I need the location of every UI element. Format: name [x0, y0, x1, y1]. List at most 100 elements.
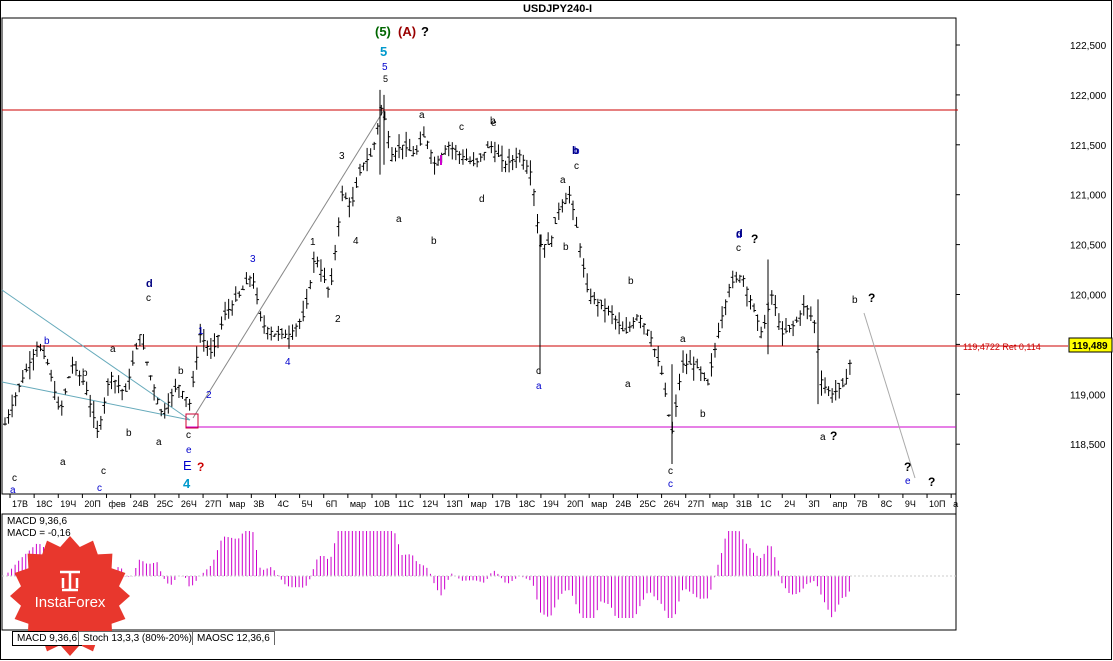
- time-label: 9Ч: [905, 499, 916, 509]
- price-label: 122,500: [1070, 41, 1107, 52]
- ohlc-bar: [468, 156, 473, 165]
- ohlc-bar: [233, 286, 238, 302]
- ohlc-bar: [347, 197, 352, 218]
- ohlc-bar: [773, 295, 778, 317]
- time-label: 13П: [446, 499, 462, 509]
- ohlc-bar: [102, 397, 107, 414]
- ohlc-bar: [478, 153, 483, 162]
- ohlc-bar: [365, 147, 370, 172]
- tab-macd[interactable]: MACD 9,36,6: [12, 631, 83, 646]
- price-label: 120,000: [1070, 291, 1107, 302]
- ohlc-bar: [571, 200, 575, 221]
- wave-label: c: [146, 293, 151, 304]
- ohlc-bar: [20, 370, 25, 384]
- ohlc-bar: [265, 326, 270, 340]
- ohlc-bar: [56, 396, 61, 410]
- tab-maosc[interactable]: MAOSC 12,36,6: [192, 631, 275, 645]
- ohlc-bar: [819, 370, 824, 396]
- price-label: 122,000: [1070, 91, 1107, 102]
- wave-label: 1: [310, 237, 316, 248]
- ohlc-bar: [10, 394, 15, 418]
- wave-label: 4: [353, 236, 359, 247]
- ohlc-bar: [105, 378, 110, 396]
- ohlc-bar: [418, 131, 423, 146]
- ohlc-bar: [695, 358, 700, 369]
- ohlc-bar: [578, 243, 583, 258]
- ohlc-bar: [446, 141, 451, 157]
- ohlc-bar: [631, 317, 636, 329]
- retracement-label: 119,4722 Ret 0,114: [963, 342, 1041, 352]
- ohlc-bar: [531, 188, 536, 207]
- ohlc-bar: [656, 346, 661, 367]
- ohlc-bar: [737, 274, 742, 283]
- time-label: 20П: [567, 499, 583, 509]
- ohlc-bar: [34, 341, 39, 357]
- wave-label: 2: [335, 314, 341, 325]
- ohlc-bar: [279, 328, 284, 340]
- time-label: 27П: [688, 499, 704, 509]
- ohlc-bar: [127, 368, 132, 390]
- wave-label: c: [574, 161, 579, 172]
- time-label: 26Ч: [181, 499, 197, 509]
- wave-label-blue: 3: [250, 254, 256, 265]
- time-label: 6П: [326, 499, 337, 509]
- time-label: 1С: [760, 499, 772, 509]
- price-label: 120,500: [1070, 241, 1107, 252]
- ohlc-bar: [787, 324, 792, 333]
- current-price-box: [1068, 337, 1113, 353]
- tab-stoch[interactable]: Stoch 13,3,3 (80%-20%): [78, 631, 197, 645]
- ohlc-bar: [649, 330, 654, 347]
- ohlc-bar: [847, 359, 852, 375]
- time-label: 5Ч: [302, 499, 313, 509]
- ohlc-bar: [556, 202, 561, 220]
- ohlc-bar: [255, 287, 260, 305]
- ohlc-bar: [762, 314, 767, 329]
- ohlc-bar: [450, 142, 455, 160]
- ohlc-bar: [31, 349, 36, 371]
- wave-label: a: [625, 379, 631, 390]
- ohlc-bar: [521, 154, 526, 170]
- ohlc-bar: [563, 192, 568, 205]
- wave-label: c: [12, 473, 17, 484]
- wave-label: d: [479, 194, 485, 205]
- ohlc-bar: [510, 155, 515, 171]
- wave-label-blue: d: [736, 230, 742, 241]
- ohlc-bar: [152, 384, 157, 401]
- ohlc-bar: [429, 149, 433, 164]
- ohlc-bar: [705, 378, 710, 386]
- ohlc-bar: [287, 325, 291, 349]
- ohlc-bar: [333, 244, 338, 261]
- ohlc-bar: [741, 275, 746, 287]
- wave-label: a: [680, 334, 686, 345]
- macd-histogram: [7, 531, 850, 618]
- ohlc-bar: [720, 306, 725, 329]
- wave-label-blue: 4: [285, 357, 291, 368]
- time-label: 10П: [929, 499, 945, 509]
- ohlc-bar: [769, 290, 774, 305]
- wave-label-blue: b: [574, 146, 580, 157]
- ohlc-bar: [269, 326, 274, 341]
- ohlc-bar: [216, 334, 220, 349]
- ohlc-bar: [517, 149, 522, 163]
- ohlc-bar: [145, 361, 149, 366]
- time-label: 20П: [84, 499, 100, 509]
- indicator-tabs: MACD 9,36,6 Stoch 13,3,3 (80%-20%) MAOSC…: [0, 631, 960, 647]
- ohlc-bar: [549, 235, 554, 248]
- ohlc-bar: [134, 342, 139, 350]
- ohlc-bar: [361, 162, 366, 171]
- wave-label-top-5: (5): [375, 24, 391, 39]
- ohlc-bar: [627, 321, 632, 332]
- time-label: 17В: [495, 499, 511, 509]
- ohlc-bar: [457, 151, 462, 164]
- instaforex-logo: InstaForex: [8, 536, 132, 656]
- wave-label: b: [700, 409, 706, 420]
- ohlc-bar: [730, 270, 735, 289]
- ohlc-bar: [546, 232, 551, 245]
- ohlc-bar: [677, 373, 682, 391]
- ohlc-bar: [595, 298, 600, 317]
- ohlc-bar: [294, 323, 299, 337]
- trendline-1: [1, 289, 191, 421]
- ohlc-bar: [350, 186, 355, 207]
- wave-question-mark: ?: [830, 429, 837, 443]
